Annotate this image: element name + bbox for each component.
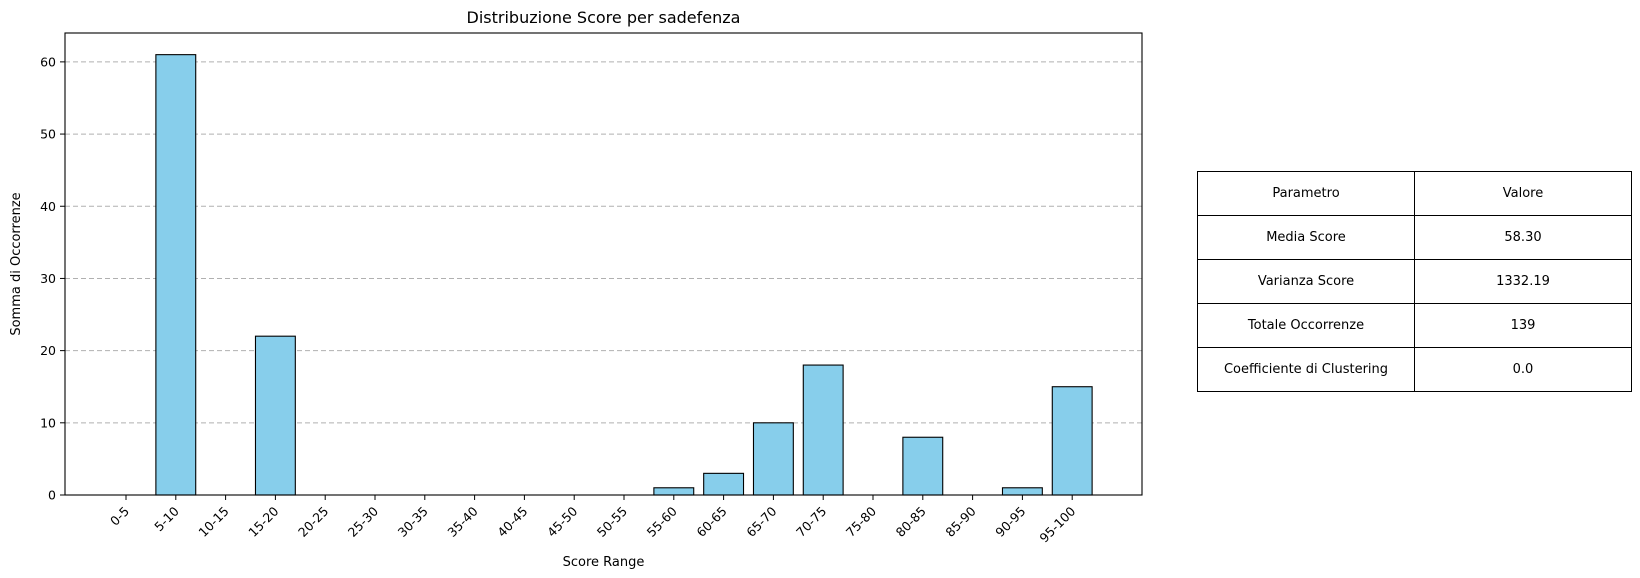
table-header-cell: Parametro: [1197, 171, 1415, 216]
x-tick-label: 20-25: [295, 504, 331, 540]
table-header-cell: Valore: [1414, 171, 1632, 216]
x-tick-label: 85-90: [942, 503, 978, 539]
grid-lines: [65, 61, 1142, 496]
x-axis-ticks: 0-5 5-10 10-15 15-20 20-25 25-30 30-35 35-40 40-…: [107, 495, 1078, 545]
chart-title: Distribuzione Score per sadefenza: [467, 8, 741, 27]
stats-table: Parametro Valore Media Score 58.30 Varia…: [1197, 171, 1632, 392]
x-tick-label: 40-45: [494, 504, 530, 540]
table-row: Media Score 58.30: [1197, 215, 1632, 260]
table-cell-parameter: Totale Occorrenze: [1197, 303, 1415, 348]
x-tick-label: 35-40: [444, 503, 480, 539]
y-tick-label: 60: [40, 54, 56, 69]
x-tick-label: 50-55: [594, 504, 630, 540]
stats-table-body: Parametro Valore Media Score 58.30 Varia…: [1197, 171, 1632, 392]
x-tick-label: 0-5: [107, 504, 132, 529]
bar: [703, 472, 745, 496]
bars: [155, 54, 1093, 496]
table-cell-parameter: Media Score: [1197, 215, 1415, 260]
x-tick-label: 80-85: [893, 504, 929, 540]
plot-frame: [64, 32, 1143, 496]
x-tick-label: 10-15: [195, 504, 231, 540]
x-tick-label: 70-75: [793, 504, 829, 540]
x-tick-label: 15-20: [245, 503, 281, 539]
x-tick-label: 5-10: [151, 503, 182, 534]
y-axis-label: Somma di Occorrenze: [9, 192, 24, 335]
bar: [902, 436, 944, 496]
table-cell-parameter: Varianza Score: [1197, 259, 1415, 304]
table-row: Coefficiente di Clustering 0.0: [1197, 347, 1632, 392]
table-cell-value: 139: [1414, 303, 1632, 348]
x-tick-label: 65-70: [743, 503, 779, 539]
y-tick-label: 0: [48, 488, 56, 503]
x-tick-label: 55-60: [644, 503, 680, 539]
y-tick-label: 30: [40, 271, 56, 286]
x-tick-label: 25-30: [345, 503, 381, 539]
bar: [1051, 386, 1093, 496]
bar: [155, 54, 197, 496]
bar: [254, 335, 296, 496]
y-axis-ticks: 0 10 20 30 40 50 60: [40, 54, 65, 503]
bar: [752, 422, 794, 496]
y-tick-label: 50: [40, 127, 56, 142]
table-cell-parameter: Coefficiente di Clustering: [1197, 347, 1415, 392]
table-cell-value: 0.0: [1414, 347, 1632, 392]
table-cell-value: 58.30: [1414, 215, 1632, 260]
x-axis-label: Score Range: [563, 555, 645, 570]
bar: [802, 364, 844, 496]
bar: [653, 487, 695, 496]
table-cell-value: 1332.19: [1414, 259, 1632, 304]
x-tick-label: 60-65: [693, 504, 729, 540]
y-tick-label: 10: [40, 415, 56, 430]
x-tick-label: 30-35: [395, 504, 431, 540]
x-tick-label: 95-100: [1036, 503, 1078, 545]
table-header-row: Parametro Valore: [1197, 171, 1632, 216]
y-tick-label: 40: [40, 199, 56, 214]
x-tick-label: 75-80: [843, 503, 879, 539]
x-tick-label: 45-50: [544, 503, 580, 539]
y-tick-label: 20: [40, 343, 56, 358]
x-tick-label: 90-95: [992, 504, 1028, 540]
table-row: Varianza Score 1332.19: [1197, 259, 1632, 304]
bar: [1001, 487, 1043, 496]
table-row: Totale Occorrenze 139: [1197, 303, 1632, 348]
